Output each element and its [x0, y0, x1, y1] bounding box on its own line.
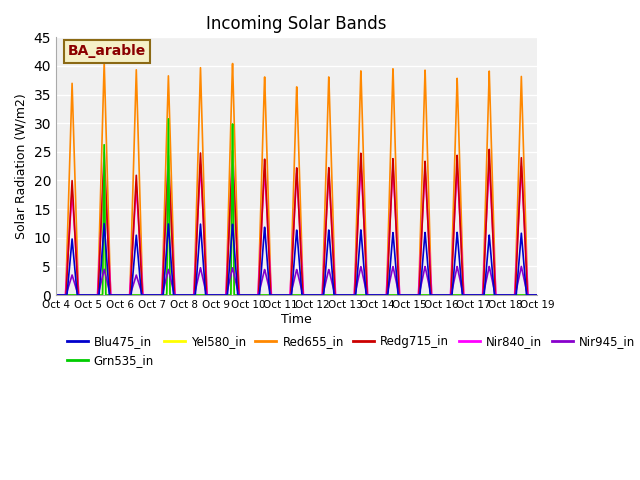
- X-axis label: Time: Time: [282, 312, 312, 325]
- Legend: Blu475_in, Grn535_in, Yel580_in, Red655_in, Redg715_in, Nir840_in, Nir945_in: Blu475_in, Grn535_in, Yel580_in, Red655_…: [62, 330, 639, 372]
- Title: Incoming Solar Bands: Incoming Solar Bands: [207, 15, 387, 33]
- Text: BA_arable: BA_arable: [68, 44, 147, 59]
- Y-axis label: Solar Radiation (W/m2): Solar Radiation (W/m2): [15, 93, 28, 239]
